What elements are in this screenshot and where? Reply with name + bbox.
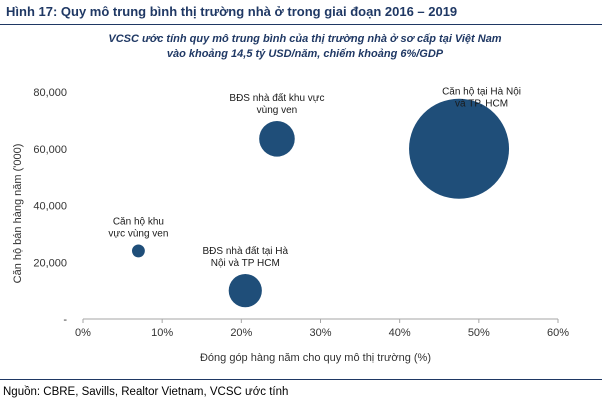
x-tick-label: 0% bbox=[75, 327, 91, 339]
y-tick-label: 40,000 bbox=[33, 201, 67, 213]
bubble bbox=[131, 244, 145, 258]
chart-axes: 0% 10% 20% 30% 40% 50% 60% - 20,000 40,000 60,000 8… bbox=[12, 87, 569, 364]
y-tick-label: 80,000 bbox=[33, 87, 67, 99]
bubble-label-line: vùng ven bbox=[257, 105, 298, 116]
bubble bbox=[228, 274, 262, 308]
bubble-label-line: vực vùng ven bbox=[108, 228, 168, 239]
figure-title: Hình 17: Quy mô trung bình thị trường nh… bbox=[6, 4, 458, 19]
title-rule bbox=[0, 24, 602, 25]
bubble-label-line: Nội và TP HCM bbox=[211, 258, 280, 269]
x-tick-label: 10% bbox=[151, 327, 173, 339]
bubble-chart: 0% 10% 20% 30% 40% 50% 60% - 20,000 40,000 60,000 8… bbox=[12, 86, 569, 364]
x-tick-label: 60% bbox=[547, 327, 569, 339]
source-rule bbox=[0, 379, 602, 380]
bubble-label-line: và TP. HCM bbox=[455, 98, 508, 109]
y-tick-label: - bbox=[63, 314, 67, 326]
bubble-label-line: BĐS nhà đất tại Hà bbox=[202, 245, 288, 257]
bubble-label-line: BĐS nhà đất khu vực bbox=[229, 92, 324, 104]
x-tick-label: 40% bbox=[389, 327, 411, 339]
bubble-label-line: Căn hộ tại Hà Nội bbox=[442, 86, 521, 97]
x-tick-label: 20% bbox=[230, 327, 252, 339]
bubble-label-line: Căn hộ khu bbox=[113, 216, 164, 227]
x-tick-label: 50% bbox=[468, 327, 490, 339]
y-axis-title: Căn hộ bán hàng năm ('000) bbox=[12, 144, 24, 284]
chart-subtitle-line-2: vào khoảng 14,5 tỷ USD/năm, chiếm khoảng… bbox=[166, 48, 444, 60]
chart-subtitle-line-1: VCSC ước tính quy mô trung bình của thị … bbox=[108, 33, 502, 45]
chart-bubbles bbox=[131, 98, 510, 308]
source-note: Nguồn: CBRE, Savills, Realtor Vietnam, V… bbox=[3, 386, 289, 398]
bubble bbox=[409, 98, 510, 199]
y-tick-label: 20,000 bbox=[33, 257, 67, 269]
x-tick-label: 30% bbox=[309, 327, 331, 339]
x-axis-title: Đóng góp hàng năm cho quy mô thị trường … bbox=[200, 352, 431, 364]
bubble bbox=[259, 121, 295, 157]
y-tick-label: 60,000 bbox=[33, 144, 67, 156]
